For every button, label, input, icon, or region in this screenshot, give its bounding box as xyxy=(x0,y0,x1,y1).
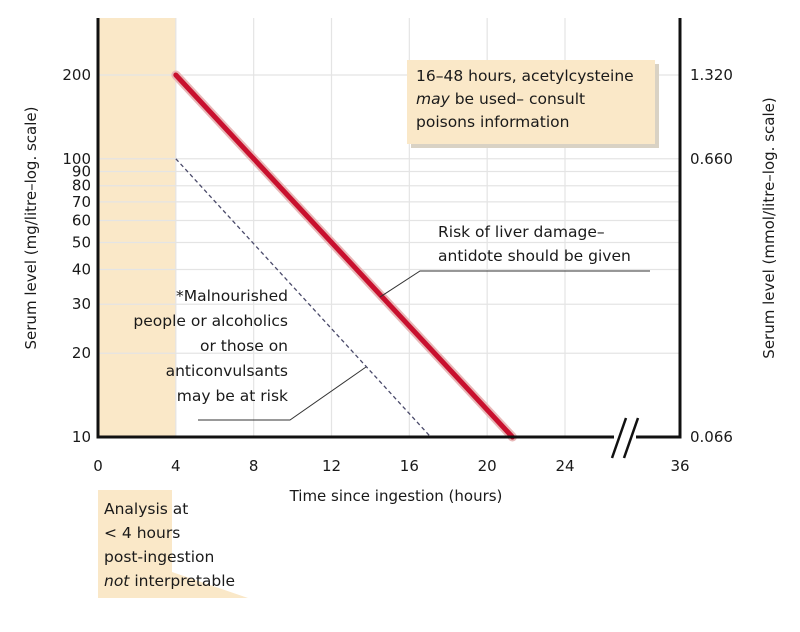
x-tick-label: 36 xyxy=(670,457,689,475)
early-analysis-note-line3: post-ingestion xyxy=(104,548,214,566)
x-tick-label: 8 xyxy=(249,457,259,475)
y-axis-right-title: Serum level (mmol/litre–log. scale) xyxy=(760,97,778,358)
acetylcysteine-note-line3: poisons information xyxy=(416,113,569,131)
axis-break-mark xyxy=(610,417,628,459)
at-risk-note-line2: people or alcoholics xyxy=(133,312,288,330)
y-tick-label: 80 xyxy=(72,177,91,195)
acetylcysteine-note-line2: may be used– consult xyxy=(416,90,585,108)
y-tick-label: 50 xyxy=(72,234,91,252)
early-analysis-note-shape xyxy=(98,490,248,598)
x-tick-label: 0 xyxy=(93,457,103,475)
early-analysis-note: Analysis at < 4 hours post-ingestion not… xyxy=(98,490,248,598)
y-tick-label: 60 xyxy=(72,211,91,229)
treatment-line xyxy=(173,72,515,440)
y-right-tick-label: 0.660 xyxy=(690,150,733,168)
acetylcysteine-note-line1: 16–48 hours, acetylcysteine xyxy=(416,67,634,85)
risk-note: Risk of liver damage– antidote should be… xyxy=(379,223,650,298)
early-analysis-note-line1: Analysis at xyxy=(104,500,188,518)
at-risk-note-line1: *Malnourished xyxy=(176,287,288,305)
y-tick-label: 30 xyxy=(72,295,91,313)
acetylcysteine-note-box xyxy=(407,60,655,144)
acetylcysteine-note-line2-rest: be used– consult xyxy=(450,90,585,108)
early-analysis-note-emphasis: not xyxy=(104,572,130,590)
acetylcysteine-note: 16–48 hours, acetylcysteine may be used–… xyxy=(407,60,659,148)
y-axis-title: Serum level (mg/litre–log. scale) xyxy=(22,107,40,350)
acetylcysteine-note-emphasis: may xyxy=(416,90,451,108)
y-tick-label: 40 xyxy=(72,260,91,278)
early-analysis-note-line2: < 4 hours xyxy=(104,524,180,542)
at-risk-note-line3: or those on xyxy=(200,337,288,355)
y-tick-label: 10 xyxy=(72,428,91,446)
risk-note-line2: antidote should be given xyxy=(438,247,631,265)
y-tick-label: 100 xyxy=(62,150,91,168)
early-analysis-note-line4-rest: interpretable xyxy=(129,572,235,590)
y-tick-label: 70 xyxy=(72,193,91,211)
y-tick-label: 20 xyxy=(72,344,91,362)
y-right-tick-label: 0.066 xyxy=(690,428,733,446)
early-analysis-note-line4: not interpretable xyxy=(104,572,235,590)
x-tick-label: 24 xyxy=(555,457,574,475)
risk-note-leader xyxy=(379,270,650,298)
x-axis-title: Time since ingestion (hours) xyxy=(289,487,503,505)
y-tick-label: 90 xyxy=(72,162,91,180)
x-tick-label: 4 xyxy=(171,457,181,475)
x-tick-label: 20 xyxy=(478,457,497,475)
at-risk-note-line5: may be at risk xyxy=(177,387,288,405)
early-period-shading xyxy=(98,18,176,437)
axis-break-mark xyxy=(622,417,640,459)
at-risk-note-leader xyxy=(198,366,367,421)
at-risk-note: *Malnourished people or alcoholics or th… xyxy=(133,287,367,421)
at-risk-note-line4: anticonvulsants xyxy=(166,362,288,380)
y-right-tick-label: 1.320 xyxy=(690,66,733,84)
x-tick-label: 12 xyxy=(322,457,341,475)
x-tick-label: 16 xyxy=(400,457,419,475)
y-tick-label: 200 xyxy=(62,66,91,84)
risk-note-line1: Risk of liver damage– xyxy=(438,223,605,241)
